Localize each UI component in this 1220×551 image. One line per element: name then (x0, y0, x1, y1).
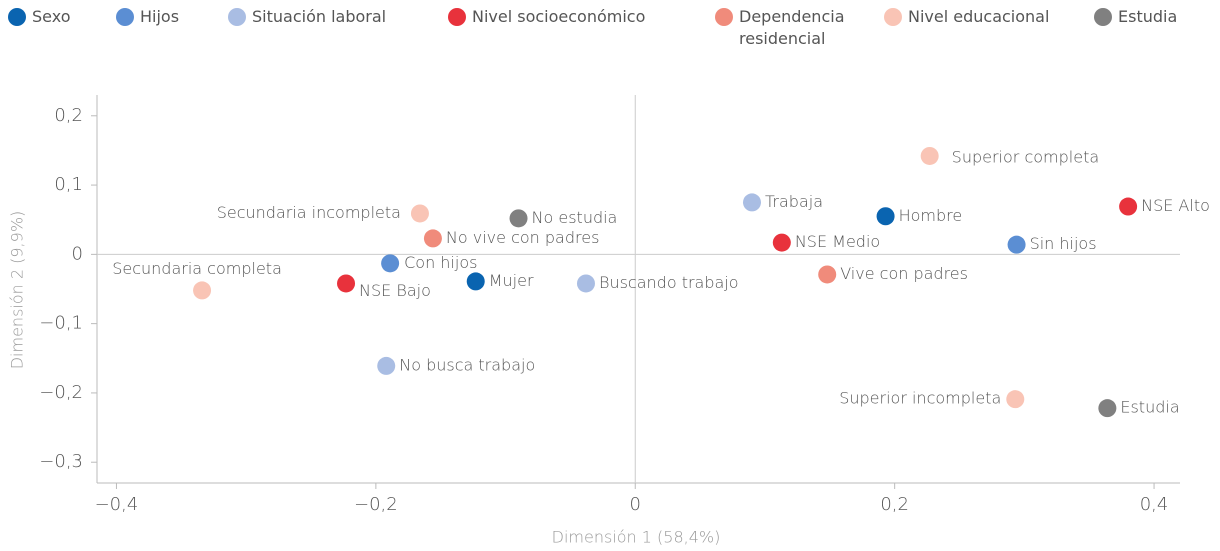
point (410, 204, 429, 223)
point-label: No estudia (532, 208, 618, 227)
legend-marker (884, 8, 902, 26)
point (920, 146, 939, 165)
y-tick-label: −0,1 (39, 313, 83, 334)
point-label: Trabaja (765, 192, 823, 211)
point (193, 281, 212, 300)
point-label: Hombre (899, 206, 963, 225)
legend-item: Estudia (1094, 6, 1177, 28)
point (818, 265, 837, 284)
legend-marker (8, 8, 26, 26)
point-label: Vive con padres (840, 264, 968, 283)
y-tick-label: 0,1 (54, 174, 83, 195)
point-label: Con hijos (404, 253, 477, 272)
point (377, 356, 396, 375)
legend-marker (228, 8, 246, 26)
point-label: Superior completa (952, 147, 1099, 166)
legend-label: Nivel educacional (908, 7, 1050, 26)
y-axis-title: Dimensión 2 (9,9%) (8, 211, 27, 370)
point (742, 193, 761, 212)
y-tick-label: 0,2 (54, 105, 83, 126)
point (381, 254, 400, 273)
point (509, 209, 528, 228)
x-tick-label: 0,2 (880, 494, 909, 515)
legend-item: Nivel educacional (884, 6, 1049, 28)
point-label: Buscando trabajo (599, 273, 739, 292)
point-label: Secundaria completa (112, 259, 282, 278)
point-label: No busca trabajo (399, 355, 535, 374)
point (337, 274, 356, 293)
x-axis-title: Dimensión 1 (58,4%) (552, 528, 721, 547)
point-label: Mujer (489, 271, 534, 290)
point-label: NSE Bajo (359, 281, 431, 300)
legend-item: Sexo (8, 6, 70, 28)
y-tick-label: −0,3 (39, 451, 83, 472)
point-label: NSE Medio (795, 232, 880, 251)
point-label: Sin hijos (1030, 234, 1097, 253)
point (876, 207, 895, 226)
x-tick-label: 0 (630, 494, 641, 515)
x-tick-label: 0,4 (1140, 494, 1169, 515)
point (423, 229, 442, 248)
point-label: NSE Alto (1141, 196, 1210, 215)
point (1006, 390, 1025, 409)
legend: Sexo Hijos Situación laboral Nivel socioeco… (0, 6, 1220, 66)
legend-marker (1094, 8, 1112, 26)
x-tick-label: −0,2 (354, 494, 398, 515)
point (1119, 197, 1138, 216)
point-label: No vive con padres (446, 228, 600, 247)
point-label: Superior incompleta (839, 389, 1001, 408)
legend-marker (116, 8, 134, 26)
point (772, 233, 791, 252)
legend-label: Hijos (140, 7, 180, 26)
legend-item: Dependencia residencial (715, 6, 855, 50)
legend-label: Sexo (32, 7, 71, 26)
y-tick-label: −0,2 (39, 382, 83, 403)
point (576, 274, 595, 293)
legend-label: Situación laboral (252, 7, 387, 26)
point-label: Estudia (1120, 398, 1179, 417)
point (466, 272, 485, 291)
legend-marker (715, 8, 733, 26)
x-tick-label: −0,4 (95, 494, 139, 515)
point-label: Secundaria incompleta (217, 203, 401, 222)
legend-marker (448, 8, 466, 26)
legend-item: Situación laboral (228, 6, 386, 28)
legend-label: Dependencia residencial (739, 7, 845, 48)
legend-label: Estudia (1118, 7, 1178, 26)
y-tick-label: 0 (72, 243, 83, 264)
legend-item: Hijos (116, 6, 179, 28)
point (1007, 235, 1026, 254)
legend-item: Nivel socioeconómico (448, 6, 645, 28)
point (1098, 399, 1117, 418)
legend-label: Nivel socioeconómico (472, 7, 646, 26)
